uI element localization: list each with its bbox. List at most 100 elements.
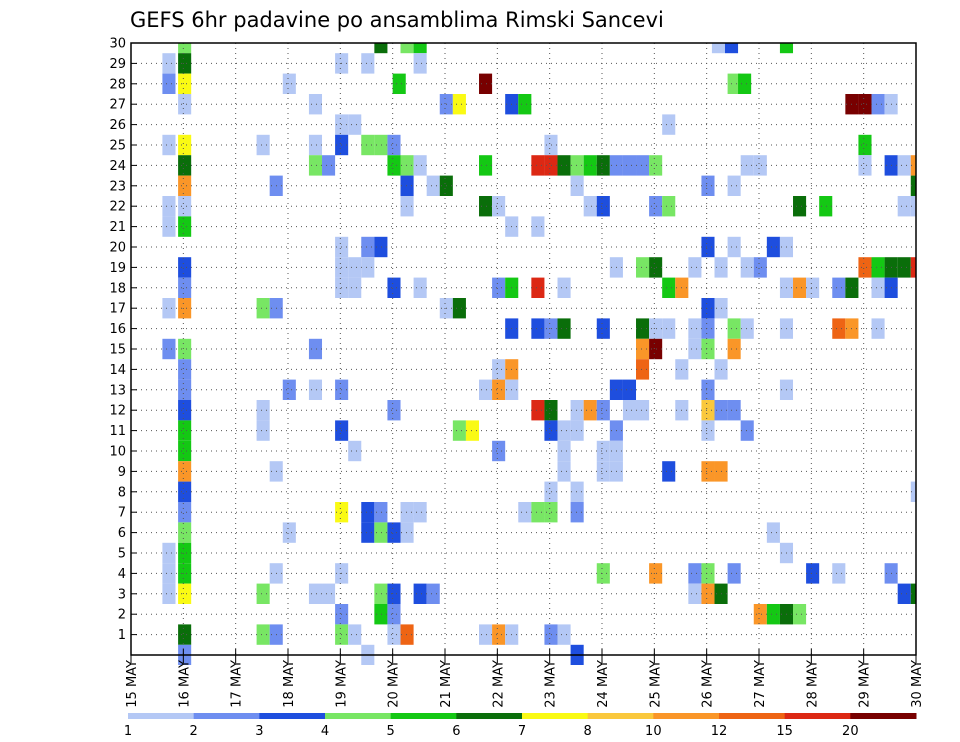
heatmap-cell [479,624,493,645]
colorbar-label: 4 [321,724,329,739]
heatmap-cell [596,440,610,462]
heatmap-cell [622,379,637,400]
heatmap-cell [910,257,916,278]
y-tick-label: 7 [118,506,126,521]
heatmap-cell [400,502,414,523]
y-tick-label: 10 [109,445,126,460]
heatmap-cell [308,583,323,604]
heatmap-cell [282,379,296,400]
heatmap-cell [387,134,401,156]
y-tick-label: 19 [109,261,126,276]
colorbar-swatch [719,713,786,719]
heatmap-cell [452,420,466,441]
heatmap-cell [178,624,192,645]
heatmap-cell [701,175,715,196]
heatmap-cell [479,196,493,217]
heatmap-cell [910,175,916,196]
heatmap-cell [897,583,911,604]
heatmap-cell [400,522,414,543]
heatmap-cell [348,277,362,298]
heatmap-cell [178,379,192,400]
heatmap-cell [387,277,401,298]
y-tick-label: 16 [109,322,126,337]
heatmap-cell [688,563,702,584]
heatmap-cell [374,43,388,54]
heatmap-cell [374,604,388,625]
heatmap-cell [727,400,741,421]
heatmap-cell [740,257,754,278]
colorbar-label: 1 [124,724,132,739]
plot-frame [130,42,917,656]
y-axis: 1234567891011121314151617181920212223242… [109,37,137,643]
heatmap-cell [531,155,545,176]
y-tick-label: 13 [109,383,126,398]
heatmap-cell [701,298,715,319]
heatmap-cell [178,277,192,298]
heatmap-cell [361,134,375,156]
heatmap-cell [162,542,176,564]
y-tick-label: 27 [109,98,126,113]
heatmap-cell [544,155,558,176]
colorbar-legend: 1 2 3 4 5 6 7 8 10 12 15 20 [124,713,917,739]
heatmap-cell [178,420,192,441]
colorbar-label: 12 [711,724,728,739]
heatmap-cell [596,318,610,339]
heatmap-cell [871,318,885,339]
heatmap-cell [348,257,362,278]
heatmap-cell [701,583,715,604]
heatmap-cell [727,175,741,196]
heatmap-cell [688,257,702,278]
heatmap-cell [557,155,571,176]
heatmap-cell [544,481,558,502]
heatmap-cell [662,461,676,482]
x-tick-label: 17 MAY [230,660,245,708]
heatmap-cell [557,277,571,298]
heatmap-cell [374,134,388,156]
heatmap-cell [374,522,388,543]
heatmap-cell [858,94,872,115]
heatmap-cell [413,43,427,54]
heatmap-cell [178,73,192,94]
x-tick-label: 16 MAY [177,660,192,708]
heatmap-cell [256,298,270,319]
heatmap-cell [583,196,597,217]
colorbar-label: 8 [584,724,592,739]
y-tick-label: 22 [109,200,126,215]
heatmap-cell [178,522,192,543]
heatmap-cell [819,196,833,217]
heatmap-cell [361,502,375,523]
heatmap-cell [662,196,676,217]
heatmap-cell [492,196,506,217]
heatmap-cell [308,379,323,400]
heatmap-cell [910,196,916,217]
y-tick-label: 2 [118,608,126,623]
heatmap-cell [662,277,676,298]
heatmap-cell [518,94,532,115]
heatmap-cell [392,73,406,94]
heatmap-cell [649,155,663,176]
colorbar-label: 10 [645,724,662,739]
y-tick-label: 18 [109,281,126,296]
heatmap-cell [162,134,176,156]
heatmap-cell [492,277,506,298]
heatmap-cell [910,155,916,176]
heatmap-cell [740,155,754,176]
heatmap-cell [570,420,584,441]
y-tick-label: 23 [109,179,126,194]
x-axis: 15 MAY 16 MAY 17 MAY 18 MAY 19 MAY 20 MAY 21 M… [125,649,925,708]
colorbar-swatch [587,713,654,719]
colorbar-label: 2 [190,724,198,739]
heatmap-cell [178,542,192,564]
x-tick-label: 26 MAY [701,660,716,708]
y-tick-label: 15 [109,343,126,358]
heatmap-cell [636,359,650,380]
heatmap-cell [557,318,571,339]
heatmap-cell [544,624,558,645]
heatmap-cell [374,583,388,604]
heatmap-cell [727,73,741,94]
heatmap-cell [753,604,767,625]
heatmap-cell [570,400,584,421]
heatmap-cell [479,379,493,400]
heatmap-cell [308,94,323,115]
heatmap-cell [701,318,715,339]
